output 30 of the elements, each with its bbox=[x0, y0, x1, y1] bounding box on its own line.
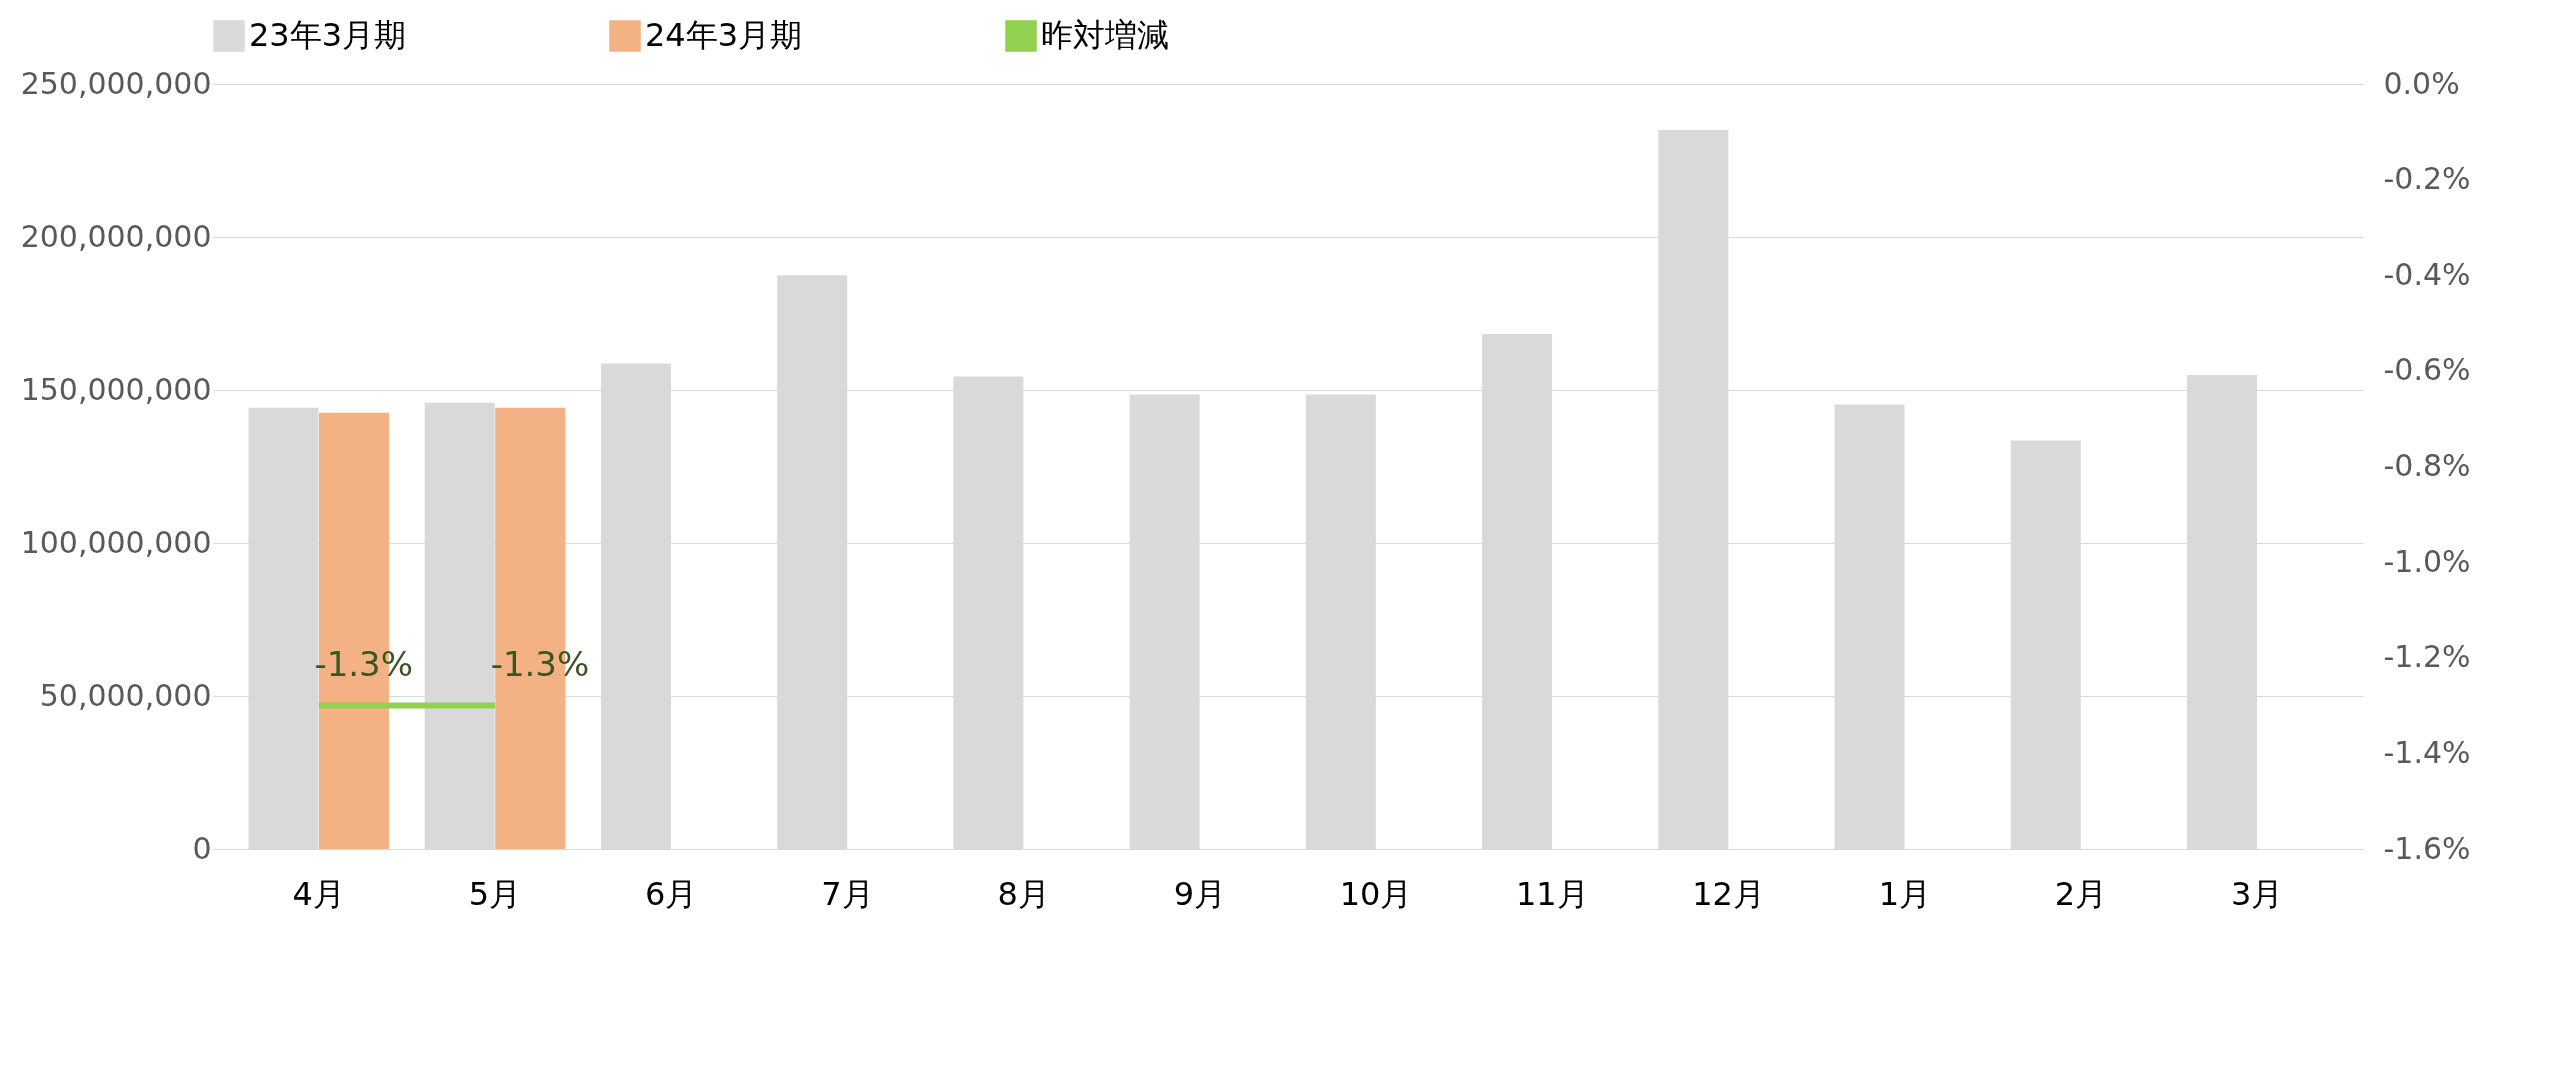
x-tick-label: 10月 bbox=[1339, 874, 1413, 913]
legend-label: 23年3月期 bbox=[249, 16, 407, 54]
y-tick-label: 0 bbox=[192, 830, 212, 866]
x-tick-label: 5月 bbox=[468, 874, 522, 913]
y2-tick-label: -1.0% bbox=[2383, 543, 2471, 579]
y-tick-label: 50,000,000 bbox=[39, 677, 212, 713]
x-tick-label: 1月 bbox=[1878, 874, 1931, 913]
x-tick-label: 6月 bbox=[645, 874, 698, 913]
x-tick-label: 12月 bbox=[1692, 874, 1765, 913]
y2-tick-label: -1.6% bbox=[2383, 830, 2471, 866]
y2-tick-label: 0.0% bbox=[2383, 65, 2460, 101]
x-tick-label: 9月 bbox=[1173, 874, 1227, 913]
y2-tick-label: -0.2% bbox=[2383, 161, 2471, 197]
y-tick-label: 250,000,000 bbox=[20, 65, 212, 101]
y-tick-label: 150,000,000 bbox=[20, 371, 212, 407]
x-tick-label: 4月 bbox=[292, 874, 345, 913]
x-tick-label: 3月 bbox=[2231, 874, 2284, 913]
y2-tick-label: -0.4% bbox=[2383, 256, 2471, 292]
y2-tick-label: -1.2% bbox=[2383, 639, 2471, 675]
x-tick-label: 7月 bbox=[821, 874, 874, 913]
y2-tick-label: -0.8% bbox=[2383, 448, 2471, 483]
y-tick-label: 200,000,000 bbox=[20, 218, 212, 254]
legend-label: 昨対増減 bbox=[1041, 16, 1169, 54]
x-tick-label: 2月 bbox=[2054, 874, 2108, 913]
legend-label: 24年3月期 bbox=[645, 16, 803, 54]
y-tick-label: 100,000,000 bbox=[20, 524, 212, 560]
y2-tick-label: -0.6% bbox=[2383, 352, 2471, 388]
y2-tick-label: -1.4% bbox=[2383, 734, 2471, 770]
x-tick-label: 11月 bbox=[1515, 874, 1589, 913]
x-tick-label: 8月 bbox=[997, 874, 1050, 913]
